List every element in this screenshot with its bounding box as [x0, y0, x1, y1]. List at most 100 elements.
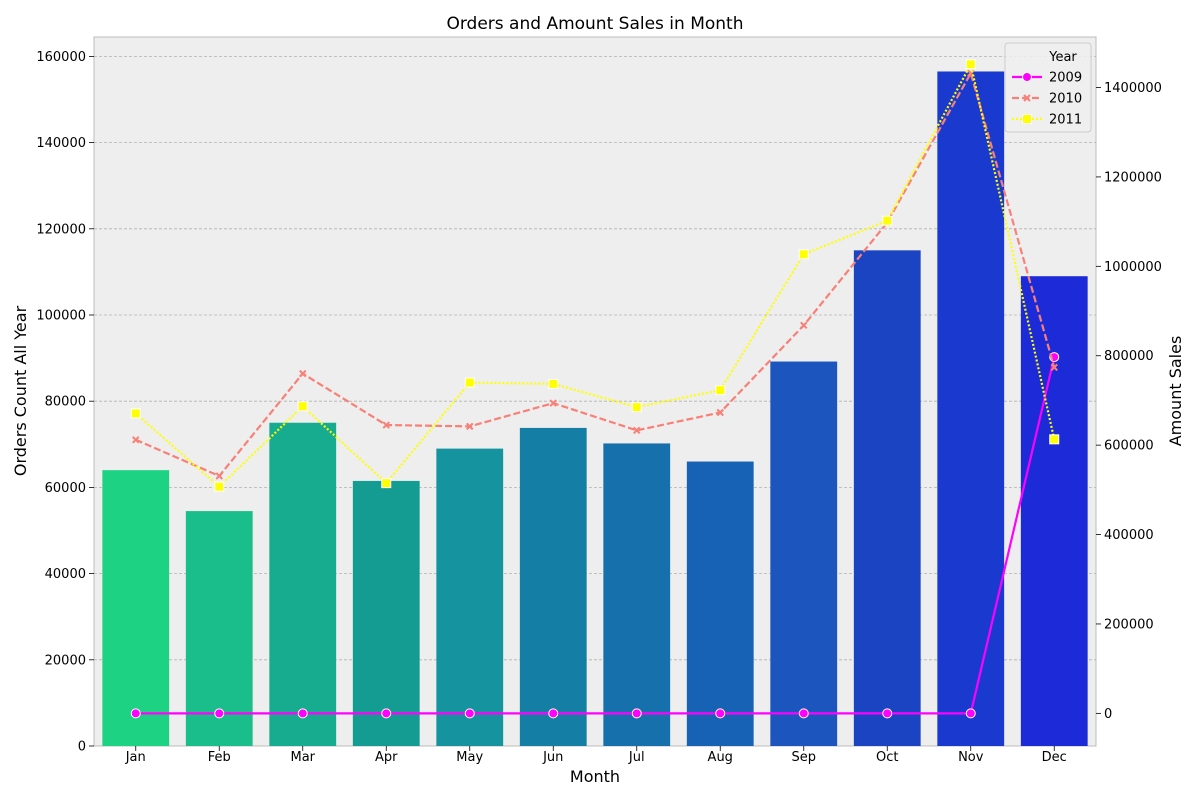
y-tick-label: 120000 [36, 222, 86, 237]
point-2010-sep [800, 321, 808, 330]
point-2010-jan [132, 436, 140, 444]
legend-marker-2010 [1023, 94, 1031, 102]
bar-jan [102, 470, 170, 746]
point-2010-jun [549, 399, 557, 407]
x-tick-label-nov: Nov [958, 750, 984, 765]
point-2010-dec [1050, 363, 1058, 372]
y2-axis-ticks: 0 200000 400000 600000 800000 1000000 1200000 1… [1096, 81, 1162, 722]
x-tick-label-feb: Feb [208, 750, 231, 765]
line-series [130, 59, 1060, 719]
y-tick-label: 160000 [36, 50, 86, 65]
point-2010-mar [299, 369, 307, 378]
x-tick-label-dec: Dec [1042, 750, 1067, 765]
plot-background [93, 36, 1097, 747]
y2-tick-label: 400000 [1104, 528, 1154, 543]
x-tick-label-jan: Jan [125, 750, 146, 765]
point-2009-jan [130, 708, 141, 719]
bar-mar [269, 422, 337, 746]
point-2011-dec [1049, 434, 1060, 445]
point-2010-feb-stroke [215, 472, 223, 480]
point-2011-jul [631, 402, 642, 413]
point-2010-feb [215, 472, 223, 480]
x-tick-label-sep: Sep [791, 750, 816, 765]
point-2010-jan-stroke [132, 436, 140, 444]
x-tick-label-jul: Jul [628, 750, 645, 765]
point-2010-mar-stroke [299, 369, 307, 378]
x-tick-label-aug: Aug [708, 750, 733, 765]
point-2011-jun [548, 378, 559, 389]
point-2010-jul-stroke [633, 426, 641, 435]
y-tick-label: 20000 [45, 653, 86, 668]
point-2011-oct [882, 215, 893, 226]
y2-tick-label: 800000 [1104, 349, 1154, 364]
point-2010-may-stroke [466, 422, 474, 431]
point-2011-jan [130, 408, 141, 419]
y2-tick-label: 1200000 [1104, 170, 1162, 185]
point-2009-mar [297, 708, 308, 719]
point-2010-aug [716, 408, 724, 417]
y2-tick-label: 1000000 [1104, 260, 1162, 275]
bars [102, 71, 1088, 747]
point-2009-jul [631, 708, 642, 719]
y2-tick-label: 600000 [1104, 439, 1154, 454]
point-2009-may [464, 708, 475, 719]
bar-dec [1020, 276, 1088, 746]
y-tick-label: 40000 [45, 567, 86, 582]
bar-aug [686, 461, 754, 746]
point-2010-apr [382, 421, 390, 429]
series-line-2011 [135, 63, 1056, 488]
bar-may [436, 448, 504, 746]
x-tick-label-may: May [456, 750, 483, 765]
bar-nov [937, 71, 1005, 747]
point-2011-apr [381, 478, 392, 489]
y2-axis-label: Amount Sales [1166, 336, 1185, 447]
point-2010-may [466, 422, 474, 431]
x-axis-label: Month [570, 767, 620, 786]
point-2010-jul [633, 426, 641, 435]
y-tick-label: 140000 [36, 136, 86, 151]
x-tick-label-apr: Apr [375, 750, 398, 765]
point-2010-dec-stroke [1050, 363, 1058, 372]
x-tick-label-oct: Oct [876, 750, 898, 765]
point-2009-oct [882, 708, 893, 719]
y-axis-label: Orders Count All Year [11, 305, 30, 476]
point-2009-apr [381, 708, 392, 719]
legend-title: Year [1048, 50, 1077, 65]
y-tick-label: 60000 [45, 481, 86, 496]
y-tick-label: 80000 [45, 395, 86, 410]
y-axis-ticks: 0 20000 40000 60000 80000 100000 120000 140000 1… [36, 50, 94, 755]
point-2011-may [464, 377, 475, 388]
point-2010-jun-stroke [549, 399, 557, 407]
y2-tick-label: 1400000 [1104, 81, 1162, 96]
y-tick-label: 0 [78, 740, 86, 755]
point-2011-sep [798, 249, 809, 260]
point-2009-nov [965, 708, 976, 719]
point-2009-jun [548, 708, 559, 719]
legend-label-2009: 2009 [1049, 71, 1082, 86]
y-tick-label: 100000 [36, 308, 86, 323]
point-2011-aug [715, 385, 726, 396]
point-2011-nov [965, 59, 976, 70]
y2-tick-label: 200000 [1104, 617, 1154, 632]
point-2009-sep [798, 708, 809, 719]
point-2011-feb [214, 481, 225, 492]
series-line-2009 [135, 356, 1056, 715]
point-2010-sep-stroke [800, 321, 808, 330]
y2-tick-label: 0 [1104, 707, 1112, 722]
point-2009-feb [214, 708, 225, 719]
point-2010-aug-stroke [716, 408, 724, 417]
legend-box [1004, 42, 1092, 133]
bar-sep [770, 361, 838, 746]
legend-marker-2009 [1022, 72, 1032, 82]
chart-title: Orders and Amount Sales in Month [446, 14, 743, 34]
legend: Year 2009 2010 2011 [1004, 42, 1092, 133]
bar-feb [185, 511, 253, 746]
point-2010-apr-stroke [382, 421, 390, 429]
legend-marker-2011 [1022, 114, 1032, 124]
x-tick-label-mar: Mar [290, 750, 315, 765]
bar-apr [352, 480, 420, 746]
point-2009-aug [715, 708, 726, 719]
bar-oct [853, 250, 921, 747]
series-line-2010 [135, 72, 1056, 478]
